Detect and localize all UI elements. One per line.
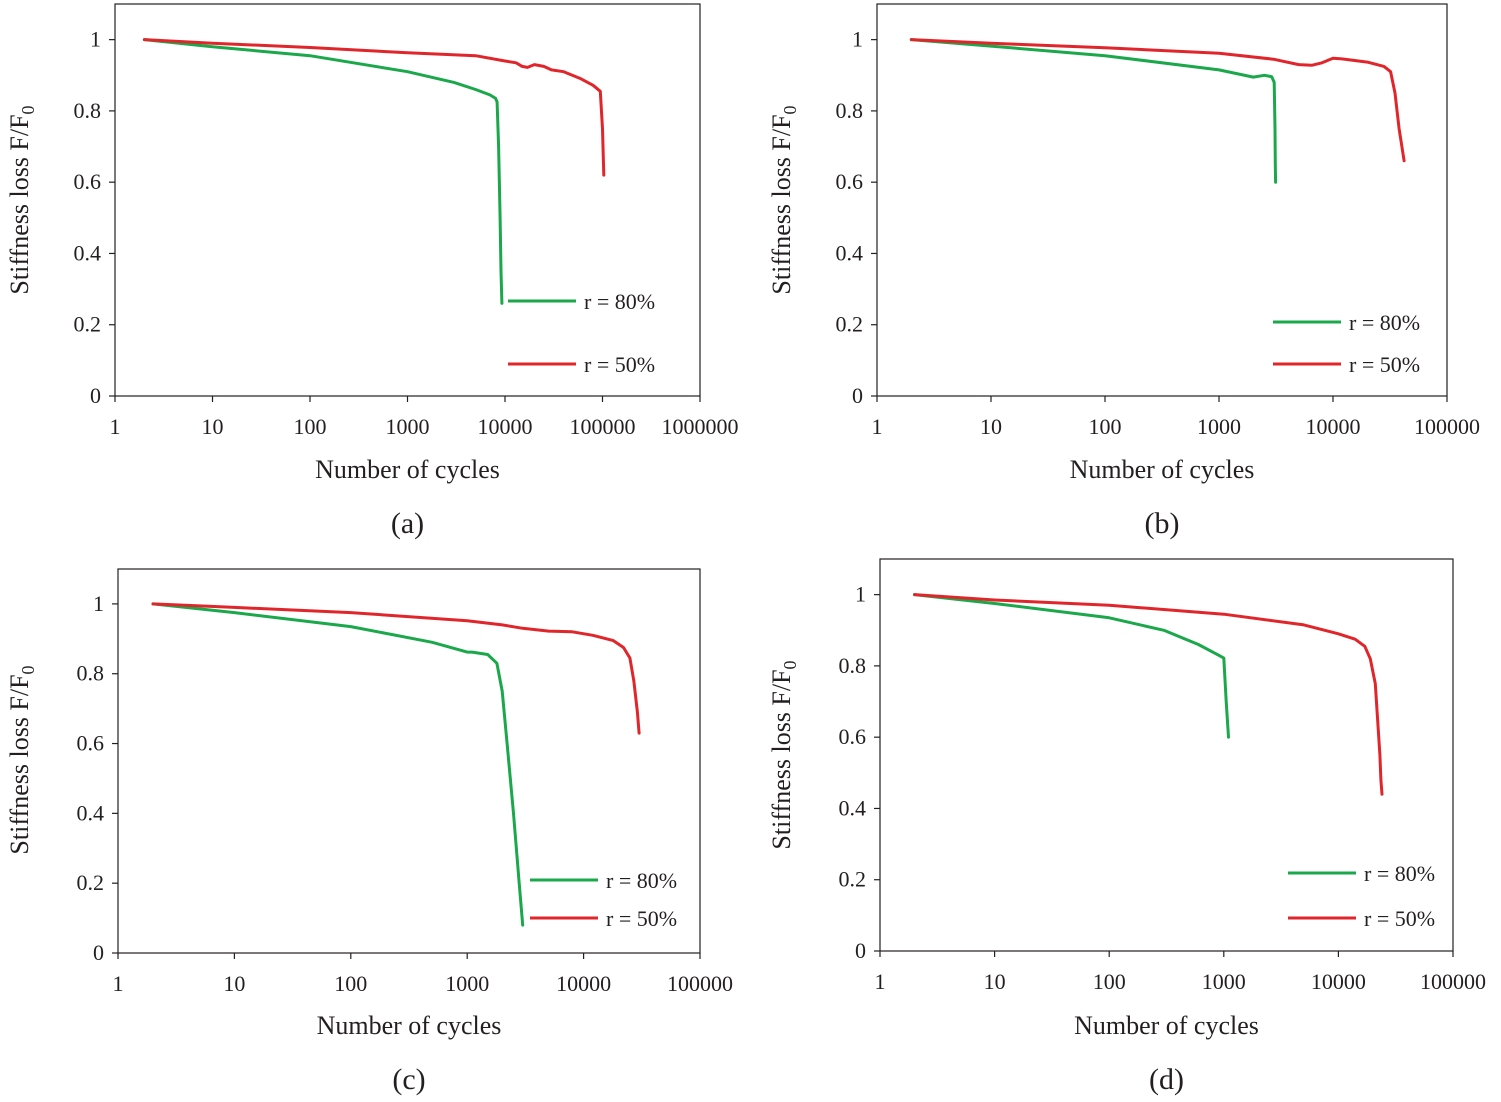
y-axis-label: Stiffness loss F/F0 (5, 105, 38, 294)
x-tick-label: 1000 (386, 414, 430, 439)
x-tick-label: 100000 (1420, 969, 1486, 994)
y-tick-label: 1 (93, 591, 104, 616)
x-tick-label: 10000 (478, 414, 533, 439)
series-line-r80 (913, 593, 1230, 739)
y-tick-label: 1 (852, 27, 863, 52)
y-axis-label: Stiffness loss F/F0 (767, 105, 800, 294)
x-tick-label: 10 (980, 414, 1002, 439)
x-tick-label: 1000 (1202, 969, 1246, 994)
series-line-r80 (142, 38, 504, 305)
series-line-r80 (909, 38, 1278, 184)
y-tick-label: 0.8 (839, 653, 867, 678)
x-tick-label: 10 (223, 971, 245, 996)
x-tick-label: 100000 (667, 971, 733, 996)
panel-label: (d) (1149, 1063, 1184, 1096)
legend-label: r = 80% (1349, 310, 1420, 335)
x-tick-label: 1000 (1197, 414, 1241, 439)
plot-frame (117, 568, 701, 954)
y-tick-label: 0.4 (77, 800, 105, 825)
legend-label: r = 50% (606, 906, 677, 931)
y-tick-label: 0.6 (839, 724, 867, 749)
x-tick-label: 1 (113, 971, 124, 996)
y-tick-label: 0.8 (77, 661, 105, 686)
x-tick-label: 1 (110, 414, 121, 439)
series-line-r50 (913, 593, 1384, 796)
chart-panel-b: 1 10 100 1000 10000 100000 0 0.2 0.4 0.6 0.8 1 Numbe… (767, 3, 1480, 540)
y-tick-label: 0.2 (74, 312, 102, 337)
plot-frame (876, 3, 1448, 397)
chart-panel-d: 1 10 100 1000 10000 100000 0 0.2 0.4 0.6 0.8 1 Numbe… (767, 558, 1486, 1096)
y-axis-label-subscript: 0 (18, 105, 38, 114)
panel-label: (a) (391, 507, 424, 540)
y-tick-label: 0.2 (77, 870, 105, 895)
y-axis-label: Stiffness loss F/F0 (5, 665, 38, 854)
y-tick-label: 0.6 (836, 169, 864, 194)
panel-label: (c) (392, 1063, 425, 1096)
y-tick-label: 0 (855, 938, 866, 963)
y-tick-label: 0.2 (836, 312, 864, 337)
x-tick-label: 100 (294, 414, 327, 439)
y-tick-label: 0.2 (839, 867, 867, 892)
y-tick-label: 0.8 (74, 98, 102, 123)
legend-label: r = 80% (1364, 861, 1435, 886)
x-tick-label: 1000 (445, 971, 489, 996)
legend-label: r = 50% (1364, 906, 1435, 931)
x-tick-label: 1 (875, 969, 886, 994)
x-tick-label: 10 (202, 414, 224, 439)
series-line-r50 (142, 38, 606, 177)
plot-frame (879, 558, 1454, 952)
x-tick-label: 1000000 (662, 414, 739, 439)
y-tick-label: 1 (90, 27, 101, 52)
x-tick-label: 100 (334, 971, 367, 996)
y-tick-label: 1 (855, 582, 866, 607)
chart-panel-c: 1 10 100 1000 10000 100000 0 0.2 0.4 0.6 0.8 1 Numbe… (5, 568, 733, 1096)
y-tick-label: 0.6 (74, 169, 102, 194)
legend-label: r = 80% (606, 868, 677, 893)
y-tick-label: 0 (852, 383, 863, 408)
y-tick-label: 0 (90, 383, 101, 408)
y-axis-label-subscript: 0 (18, 665, 38, 674)
x-axis-label: Number of cycles (317, 1011, 502, 1040)
y-tick-label: 0.6 (77, 731, 105, 756)
legend-label: r = 50% (1349, 352, 1420, 377)
x-tick-label: 100 (1089, 414, 1122, 439)
series-line-r80 (151, 602, 525, 927)
y-tick-label: 0.4 (839, 795, 867, 820)
legend-label: r = 50% (584, 352, 655, 377)
x-tick-label: 10000 (1311, 969, 1366, 994)
x-tick-label: 100000 (1414, 414, 1480, 439)
x-tick-label: 10 (984, 969, 1006, 994)
x-tick-label: 10000 (556, 971, 611, 996)
series-line-r50 (151, 602, 641, 735)
x-axis-label: Number of cycles (1074, 1011, 1259, 1040)
panel-label: (b) (1145, 507, 1180, 540)
plot-frame (114, 3, 701, 397)
x-tick-label: 100 (1093, 969, 1126, 994)
x-tick-label: 10000 (1306, 414, 1361, 439)
y-axis-label: Stiffness loss F/F0 (767, 660, 800, 849)
x-tick-label: 100000 (570, 414, 636, 439)
legend-label: r = 80% (584, 289, 655, 314)
y-tick-label: 0 (93, 940, 104, 965)
y-tick-label: 0.8 (836, 98, 864, 123)
chart-panel-a: 1 10 100 1000 10000 100000 100000000.20.40.60.… (5, 3, 739, 540)
y-axis-label-subscript: 0 (780, 660, 800, 669)
series-line-r50 (909, 38, 1406, 163)
y-tick-label: 0.4 (74, 240, 102, 265)
y-axis-label-subscript: 0 (780, 105, 800, 114)
x-axis-label: Number of cycles (1070, 455, 1255, 484)
y-tick-label: 0.4 (836, 240, 864, 265)
x-tick-label: 1 (872, 414, 883, 439)
x-axis-label: Number of cycles (315, 455, 500, 484)
